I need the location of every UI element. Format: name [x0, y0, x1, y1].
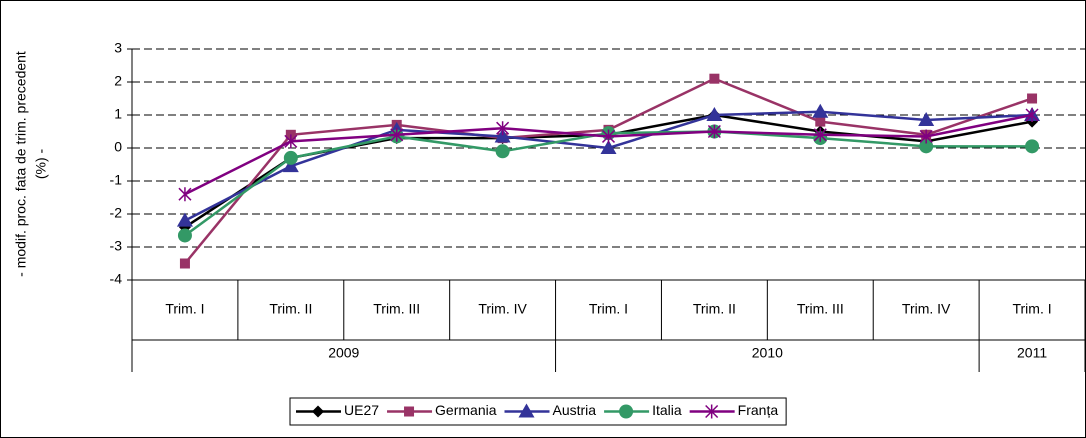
legend-label: Italia — [652, 402, 682, 418]
y-tick-label: 0 — [114, 139, 122, 155]
marker — [283, 150, 298, 165]
x-group-label: 2010 — [752, 345, 783, 361]
marker — [284, 134, 298, 149]
legend-label: Germania — [435, 402, 497, 418]
marker — [709, 73, 720, 84]
y-tick-label: -2 — [110, 205, 123, 221]
marker — [600, 140, 617, 154]
marker — [179, 258, 190, 269]
y-axis-label-line: - modif. proc. fata de trim. precedent — [13, 51, 29, 277]
legend-label: UE27 — [344, 402, 379, 418]
marker — [707, 124, 721, 139]
x-tick-label: Trim. I — [165, 301, 204, 317]
marker — [518, 403, 535, 418]
marker — [1025, 108, 1039, 122]
y-tick-label: -4 — [110, 271, 123, 287]
marker — [815, 116, 826, 127]
marker — [919, 139, 934, 154]
marker — [178, 187, 192, 202]
marker — [312, 405, 324, 418]
y-tick-label: 2 — [114, 73, 122, 89]
marker — [404, 406, 415, 417]
marker — [706, 107, 723, 121]
x-tick-label: Trim. I — [589, 301, 628, 317]
marker — [390, 127, 404, 142]
x-tick-label: Trim. I — [1012, 301, 1051, 317]
marker — [495, 144, 510, 159]
marker — [918, 111, 935, 126]
marker — [496, 121, 510, 136]
x-group-label: 2009 — [328, 345, 359, 361]
x-tick-label: Trim. III — [373, 301, 420, 317]
y-tick-label: 3 — [114, 40, 122, 56]
marker — [919, 129, 933, 144]
marker — [176, 212, 193, 227]
y-tick-label: -3 — [110, 238, 123, 254]
y-axis-label: - modif. proc. fata de trim. precedent (… — [13, 51, 49, 277]
marker — [1027, 93, 1038, 104]
marker — [619, 404, 634, 419]
legend-label: Austria — [553, 402, 597, 418]
x-tick-label: Trim. II — [269, 301, 312, 317]
marker — [813, 127, 827, 142]
legend-label: Franța — [738, 402, 779, 418]
x-group-label: 2011 — [1017, 345, 1047, 361]
y-tick-label: -1 — [110, 172, 123, 188]
marker — [177, 228, 192, 243]
marker — [812, 103, 829, 118]
x-tick-label: Trim. III — [797, 301, 844, 317]
marker — [705, 404, 719, 419]
y-axis-label-line: (%) - — [33, 149, 49, 180]
marker — [282, 158, 299, 173]
marker — [1025, 139, 1040, 154]
marker — [494, 128, 511, 143]
legend: UE27 Germania Austria Italia Franța — [289, 397, 787, 426]
y-tick-label: 1 — [114, 106, 122, 122]
marker — [601, 129, 616, 144]
x-tick-label: Trim. II — [693, 301, 736, 317]
x-tick-label: Trim. IV — [478, 301, 527, 317]
x-tick-label: Trim. IV — [902, 301, 951, 317]
